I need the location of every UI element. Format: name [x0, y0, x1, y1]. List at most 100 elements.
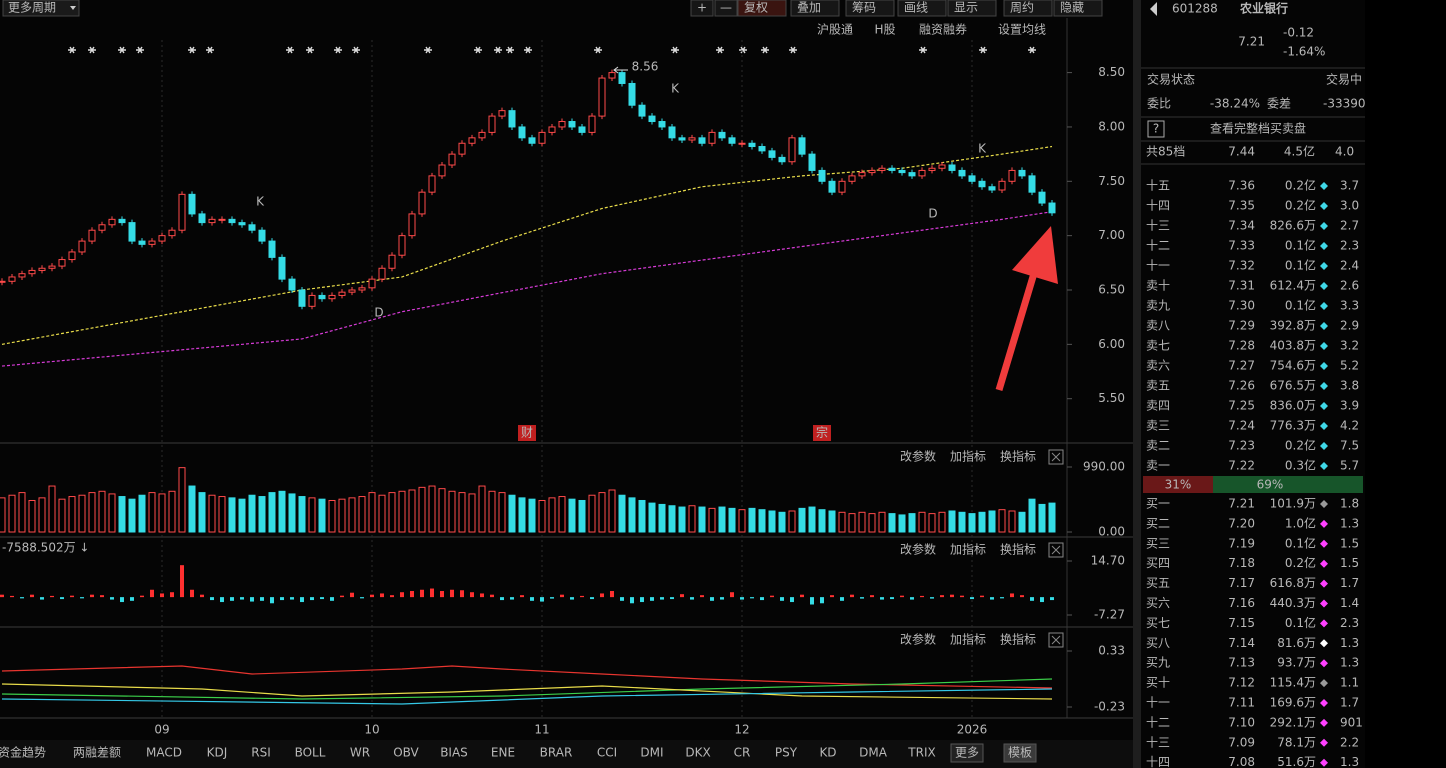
- toolbar-link[interactable]: H股: [874, 23, 895, 37]
- volume-bar: [468, 493, 476, 533]
- volume-bar: [698, 506, 706, 533]
- toolbar-link[interactable]: 融资融券: [919, 22, 967, 37]
- toolbar-button[interactable]: [1053, 0, 1103, 17]
- panel-tool[interactable]: 换指标: [1000, 632, 1036, 647]
- panel-close[interactable]: [1048, 542, 1064, 558]
- indicator-tab[interactable]: CR: [734, 746, 751, 760]
- indicator-tab[interactable]: TRIX: [907, 746, 935, 760]
- candle: [8, 276, 16, 282]
- indicator-tab[interactable]: ENE: [491, 746, 515, 760]
- flow-bar: [600, 593, 604, 598]
- toolbar-button-label: 周约: [1010, 0, 1034, 15]
- indicator-tab[interactable]: KD: [819, 746, 836, 760]
- toolbar-button-label: 复权: [744, 1, 768, 15]
- period-button[interactable]: [2, 0, 80, 17]
- volume-bar: [738, 509, 746, 533]
- book-price: 7.12: [1228, 676, 1255, 690]
- volume-bar: [208, 494, 216, 533]
- toolbar-button[interactable]: [737, 0, 787, 17]
- indicator-tab[interactable]: 模板: [1008, 746, 1032, 760]
- indicator-tab[interactable]: WR: [350, 746, 370, 760]
- indicator-tab[interactable]: 两融差额: [73, 746, 121, 760]
- volume-bar: [38, 497, 46, 533]
- indicator-tab[interactable]: BIAS: [440, 746, 468, 760]
- book-price: 7.36: [1228, 179, 1255, 193]
- toolbar-button[interactable]: [790, 0, 840, 17]
- tab-box[interactable]: [1003, 743, 1037, 763]
- book-total: 3.9: [1340, 399, 1359, 413]
- flow-bar: [580, 595, 584, 598]
- volume-bar: [68, 496, 76, 533]
- panel-close[interactable]: [1048, 632, 1064, 648]
- flow-bar: [970, 597, 974, 600]
- volume-bar: [258, 496, 266, 533]
- toolbar-button[interactable]: [690, 0, 714, 17]
- tab-box[interactable]: [950, 743, 984, 763]
- toolbar-link[interactable]: 沪股通: [817, 23, 853, 37]
- book-marker: [1320, 282, 1328, 290]
- candle: [838, 180, 846, 193]
- help-icon[interactable]: ?: [1153, 122, 1159, 136]
- panel-tool[interactable]: 换指标: [1000, 542, 1036, 557]
- candle: [378, 267, 386, 280]
- toolbar-button[interactable]: [1003, 0, 1053, 17]
- indicator-tab[interactable]: MACD: [146, 746, 182, 760]
- indicator-tab[interactable]: DMA: [859, 746, 888, 760]
- indicator-tab[interactable]: 更多: [955, 746, 979, 760]
- flow-bar: [470, 592, 474, 598]
- help-box[interactable]: [1147, 120, 1165, 138]
- panel-tool[interactable]: 加指标: [950, 632, 986, 647]
- candle: [978, 180, 986, 188]
- indicator-tab[interactable]: KDJ: [207, 746, 228, 760]
- flow-bar: [700, 595, 704, 598]
- volume-bar: [638, 499, 646, 533]
- book-volume: 0.1亿: [1285, 298, 1316, 313]
- volume-bar: [158, 493, 166, 533]
- book-marker: [1320, 559, 1328, 568]
- toolbar-button[interactable]: [897, 0, 947, 17]
- book-volume: 612.4万: [1270, 279, 1316, 293]
- book-marker: [1320, 500, 1328, 508]
- toolbar-button[interactable]: [714, 0, 738, 17]
- flow-bar: [710, 597, 714, 601]
- flow-bar: [420, 589, 424, 598]
- event-badge[interactable]: [518, 425, 536, 441]
- ratio-sell-label: 31%: [1165, 478, 1192, 492]
- book-volume: 0.1亿: [1285, 238, 1316, 253]
- candle: [148, 240, 156, 245]
- panel-tool[interactable]: 加指标: [950, 542, 986, 557]
- indicator-tab[interactable]: CCI: [597, 746, 617, 760]
- toolbar-button[interactable]: [845, 0, 895, 17]
- indicator-tab[interactable]: DKX: [685, 746, 710, 760]
- y-tick-label: 5.50: [1098, 391, 1125, 405]
- indicator-tab[interactable]: BRAR: [540, 746, 573, 760]
- panel-close[interactable]: [1048, 449, 1064, 465]
- full-book-link[interactable]: 查看完整档买卖盘: [1210, 121, 1306, 136]
- toolbar-button[interactable]: [947, 0, 997, 17]
- back-arrow[interactable]: [1150, 2, 1157, 16]
- indicator-tab[interactable]: RSI: [251, 746, 271, 760]
- book-volume: 0.2亿: [1285, 198, 1316, 213]
- toolbar-link[interactable]: 设置均线: [998, 23, 1046, 37]
- panel-tool[interactable]: 加指标: [950, 449, 986, 464]
- book-total: 2.2: [1340, 735, 1359, 749]
- volume-bar: [28, 499, 36, 533]
- panel-tool[interactable]: 换指标: [1000, 449, 1036, 464]
- panel-tool[interactable]: 改参数: [900, 542, 936, 557]
- flow-bar: [50, 595, 54, 598]
- book-level: 买三: [1146, 536, 1170, 550]
- candle: [98, 224, 106, 231]
- indicator-tab[interactable]: DMI: [640, 746, 663, 760]
- event-star: [979, 46, 987, 54]
- flow-bar: [360, 597, 364, 599]
- indicator-tab[interactable]: OBV: [393, 746, 419, 760]
- volume-bar: [938, 511, 946, 533]
- event-badge[interactable]: [813, 425, 831, 441]
- volume-bar: [538, 499, 546, 533]
- panel-tool[interactable]: 改参数: [900, 449, 936, 464]
- indicator-tab[interactable]: PSY: [775, 746, 798, 760]
- panel-tool[interactable]: 改参数: [900, 632, 936, 647]
- indicator-tab[interactable]: BOLL: [295, 746, 326, 760]
- price-change-pct: -1.64%: [1283, 45, 1325, 59]
- indicator-tab[interactable]: 资金趋势: [0, 745, 46, 760]
